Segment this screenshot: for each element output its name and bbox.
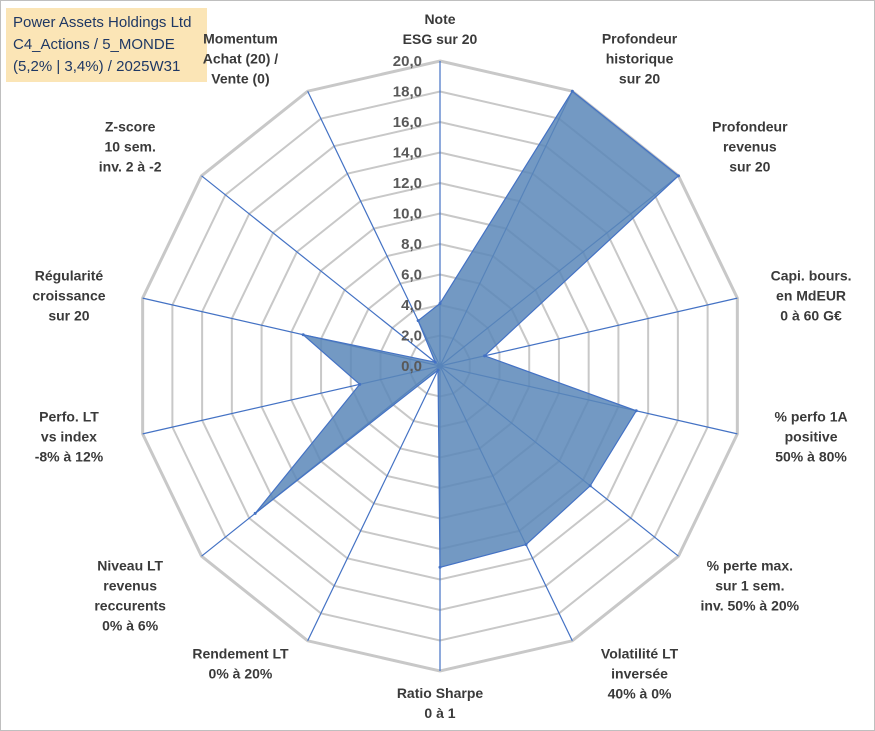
axis-label-line: -8% à 12% [35,449,104,465]
axis-label: Profondeur historique sur 20 [602,30,678,86]
data-point [524,543,528,547]
tick-label: 18,0 [393,84,422,101]
axis-label-line: 0 à 1 [424,705,455,721]
chart-title-period: (5,2% | 3,4%) / 2025W31 [13,58,181,75]
axis-label-line: Achat (20) / [203,50,279,66]
radar-axis-labels: Note ESG sur 20 Profondeur historique sur 20… [32,11,851,721]
axis-label-line: Rendement LT [192,646,289,662]
axis-label-line: revenus [723,138,777,154]
axis-label: Volatilité LT inversée 40% à 0% [601,646,679,702]
axis-label: Rendement LT 0% à 20% [192,646,289,682]
axis-label-line: Vente (0) [211,70,269,86]
data-point [416,319,420,323]
tick-label: 6,0 [401,267,422,284]
axis-label-line: 10 sem. [104,138,155,154]
axis-label: Momentum Achat (20) / Vente (0) [203,30,279,86]
chart-title-company: Power Assets Holdings Ltd [13,14,192,31]
tick-label: 2,0 [401,328,422,345]
axis-label-line: Momentum [203,30,278,46]
tick-label: 10,0 [393,206,422,223]
tick-label: 8,0 [401,236,422,253]
data-point [358,382,362,386]
axis-label-line: Profondeur [712,118,788,134]
axis-label-line: vs index [41,429,97,445]
axis-label-line: % perte max. [707,558,793,574]
data-point [634,409,638,413]
tick-label: 4,0 [401,297,422,314]
axis-label-line: inv. 2 à -2 [99,158,162,174]
data-point [676,174,680,178]
axis-label-line: inversée [611,666,668,682]
tick-label: 14,0 [393,145,422,162]
data-point [253,511,257,515]
axis-label-line: sur 1 sem. [715,578,784,594]
data-point [301,333,305,337]
axis-label-line: sur 20 [729,158,770,174]
data-point [436,368,440,372]
data-point [438,565,442,569]
axis-label: % perte max. sur 1 sem. inv. 50% à 20% [701,558,800,614]
axis-label-line: historique [606,50,674,66]
tick-label: 12,0 [393,175,422,192]
data-point [588,484,592,488]
axis-label-line: 40% à 0% [608,686,672,702]
axis-label: Z-score 10 sem. inv. 2 à -2 [99,118,162,174]
axis-label: % perfo 1A positive 50% à 80% [774,409,847,465]
tick-label: 16,0 [393,114,422,131]
axis-label-line: Volatilité LT [601,646,679,662]
axis-label-line: 0 à 60 G€ [780,307,842,323]
axis-label: Perfo. LT vs index -8% à 12% [35,409,104,465]
axis-label: Note ESG sur 20 [403,11,478,47]
tick-label: 0,0 [401,358,422,375]
tick-label: 20,0 [393,53,422,70]
axis-label: Profondeur revenus sur 20 [712,118,788,174]
axis-label: Ratio Sharpe 0 à 1 [397,685,484,721]
axis-label: Régularité croissance sur 20 [32,267,105,323]
series-area [254,90,680,569]
axis-label-line: inv. 50% à 20% [701,598,800,614]
axis-label-line: Ratio Sharpe [397,685,484,701]
axis-label-line: Z-score [105,118,156,134]
axis-label-line: Perfo. LT [39,409,99,425]
axis-label-line: sur 20 [48,307,89,323]
axis-label-line: en MdEUR [776,287,846,303]
axis-label-line: positive [785,429,838,445]
data-point [438,301,442,305]
axis-label-line: 50% à 80% [775,449,847,465]
axis-label-line: reccurents [94,598,166,614]
axis-spoke [201,175,441,367]
axis-label-line: revenus [103,578,157,594]
data-point [570,89,574,93]
axis-spoke [307,365,441,642]
axis-label-line: Note [424,11,455,27]
axis-label-line: ESG sur 20 [403,31,478,47]
data-point [433,360,437,364]
axis-label-line: Régularité [35,267,104,283]
chart-title-category: C4_Actions / 5_MONDE [13,36,175,53]
radar-series [253,89,680,569]
axis-label: Niveau LT revenus reccurents 0% à 6% [94,558,166,634]
axis-label-line: % perfo 1A [774,409,847,425]
axis-label-line: Niveau LT [97,558,163,574]
axis-label-line: Capi. bours. [771,267,852,283]
axis-label-line: 0% à 20% [209,666,273,682]
axis-label: Capi. bours. en MdEUR 0 à 60 G€ [771,267,852,323]
radar-tick-labels: 0,0 2,0 4,0 6,0 8,0 10,0 12,0 14,0 16,0 18,0 20,0 [393,53,422,375]
axis-label-line: 0% à 6% [102,618,159,634]
axis-label-line: Profondeur [602,30,678,46]
axis-spoke [439,297,738,367]
data-point [483,354,487,358]
axis-label-line: croissance [32,287,105,303]
chart-title-box: Power Assets Holdings Ltd C4_Actions / 5… [6,8,207,82]
axis-label-line: sur 20 [619,70,660,86]
